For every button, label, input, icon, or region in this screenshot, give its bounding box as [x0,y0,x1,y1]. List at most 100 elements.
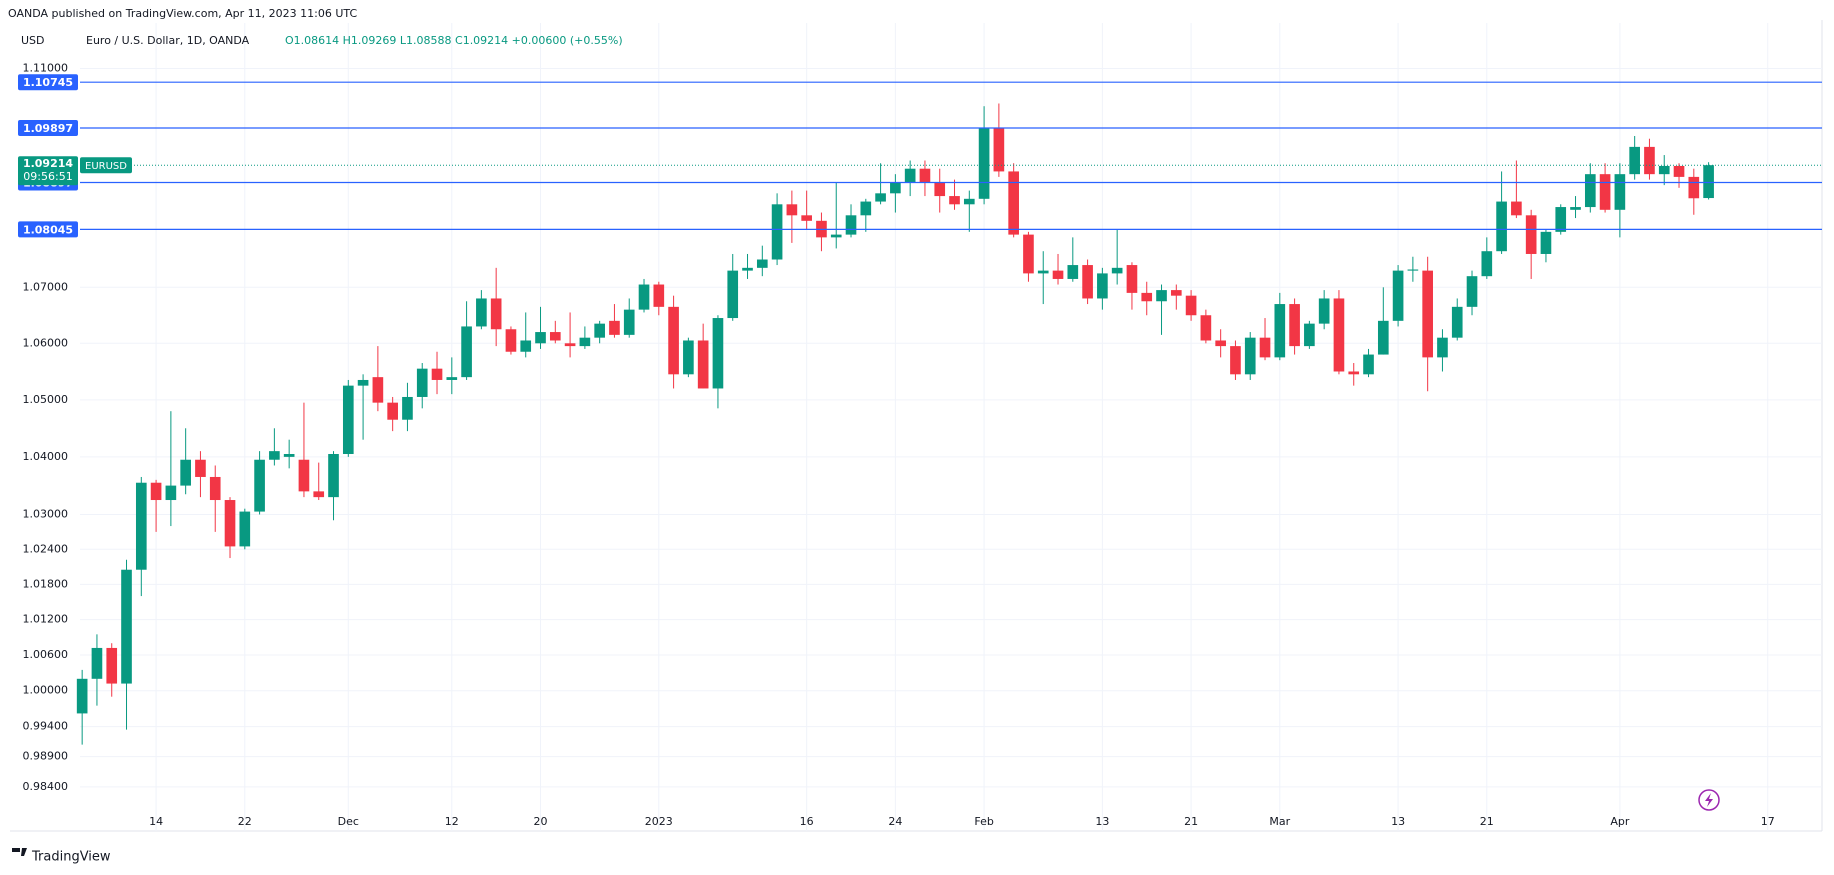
candle-body [1599,174,1611,210]
candle-body [1451,306,1463,338]
candle-body [934,182,946,197]
candle-body [1481,251,1493,277]
candle-body [1156,290,1167,302]
candle-body [978,127,990,199]
candle-body [683,340,694,375]
y-tick-label: 1.04000 [23,450,69,463]
candle-body [1037,270,1049,274]
candle-body [328,454,339,498]
y-tick-label: 1.06000 [23,336,69,349]
candle-body [313,491,325,498]
candle-body [727,270,739,319]
candle-body [1629,146,1640,175]
candle-body [490,298,502,330]
price-label-box [18,120,78,137]
last-price-box [18,156,78,186]
x-tick-label: 22 [238,815,252,828]
y-tick-label: 1.01800 [23,577,69,590]
candle-body [1703,165,1714,199]
y-tick-label: 1.07000 [23,280,69,293]
grid [80,23,1822,831]
candle-body [283,454,295,457]
candle-body [1614,174,1626,210]
candle-body [505,329,517,352]
y-tick-label: 1.00600 [23,648,69,661]
price-label: 1.08045 [23,223,73,236]
candle-body [786,204,798,216]
candle-body [121,569,132,684]
candle-body [1097,273,1108,299]
x-tick-label: Feb [974,815,993,828]
candle-body [594,323,605,338]
candle-body [1570,207,1581,210]
labels: 0.98400 0.98900 0.99400 1.00000 1.00600 1.012… [18,61,1775,828]
candle-body [890,182,901,194]
candle-body [668,306,679,375]
x-tick-label: 21 [1480,815,1494,828]
x-tick-label: 13 [1095,815,1109,828]
symbol-box [80,157,132,174]
plot [76,81,1822,745]
candle-body [1170,290,1182,296]
candle-body [860,201,872,216]
candle-body [1496,201,1507,252]
y-tick-label: 0.98900 [23,750,69,763]
candle-body [1377,320,1389,355]
candle-body [756,259,768,268]
candle-body [1584,174,1596,208]
header: OANDA published on TradingView.com, Apr … [8,7,357,20]
candle-body [697,340,709,389]
candle-body [1511,201,1522,216]
candle-body [416,368,428,397]
candle-body [1644,146,1655,175]
candle-body [446,377,458,380]
price-label-box [18,221,78,238]
candle-body [535,332,546,344]
candle-body [904,168,916,183]
candle-body [1318,298,1330,324]
candle-body [1052,270,1064,279]
x-tick-label: 2023 [645,815,673,828]
candle-body [91,647,103,679]
x-tick-label: Apr [1610,815,1630,828]
legend-title: Euro / U.S. Dollar, 1D, OANDA [86,34,250,47]
candle-body [1437,337,1448,358]
x-tick-label: 21 [1184,815,1198,828]
candle-body [372,377,384,403]
candle-body [1244,337,1256,375]
candle-body [1363,354,1374,375]
candle-body [1274,304,1286,358]
candle-body [963,198,975,205]
x-tick-label: 24 [888,815,902,828]
candle-body [1008,171,1019,235]
candle-body [1658,165,1670,175]
candle-body [712,318,724,389]
lightning-icon[interactable] [1698,789,1720,811]
candle-body [742,267,753,271]
footer: TradingView [31,850,111,865]
y-tick-label: 1.02400 [23,542,69,555]
symbol-label: EURUSD [85,161,127,172]
price-label-box [18,74,78,91]
candle-body [845,215,857,235]
x-tick-label: 17 [1761,815,1775,828]
candle-body [1392,270,1404,321]
candle-body [949,196,960,205]
x-tick-label: 16 [800,815,814,828]
candle-body [106,647,118,684]
candle-body [1259,337,1271,358]
currency: USD [21,34,45,47]
candle-body [1407,269,1419,271]
candle-body [1304,323,1315,347]
candle-body [579,337,591,347]
candle-body [180,459,191,486]
candle-body [387,402,398,420]
candle-body [135,482,147,570]
y-tick-label: 1.11000 [23,61,69,74]
y-tick-label: 1.05000 [23,393,69,406]
candle-body [830,234,842,238]
logo [12,848,27,856]
candle-body [1333,298,1345,372]
candle-body [1688,176,1700,199]
candle-body [1540,231,1552,254]
